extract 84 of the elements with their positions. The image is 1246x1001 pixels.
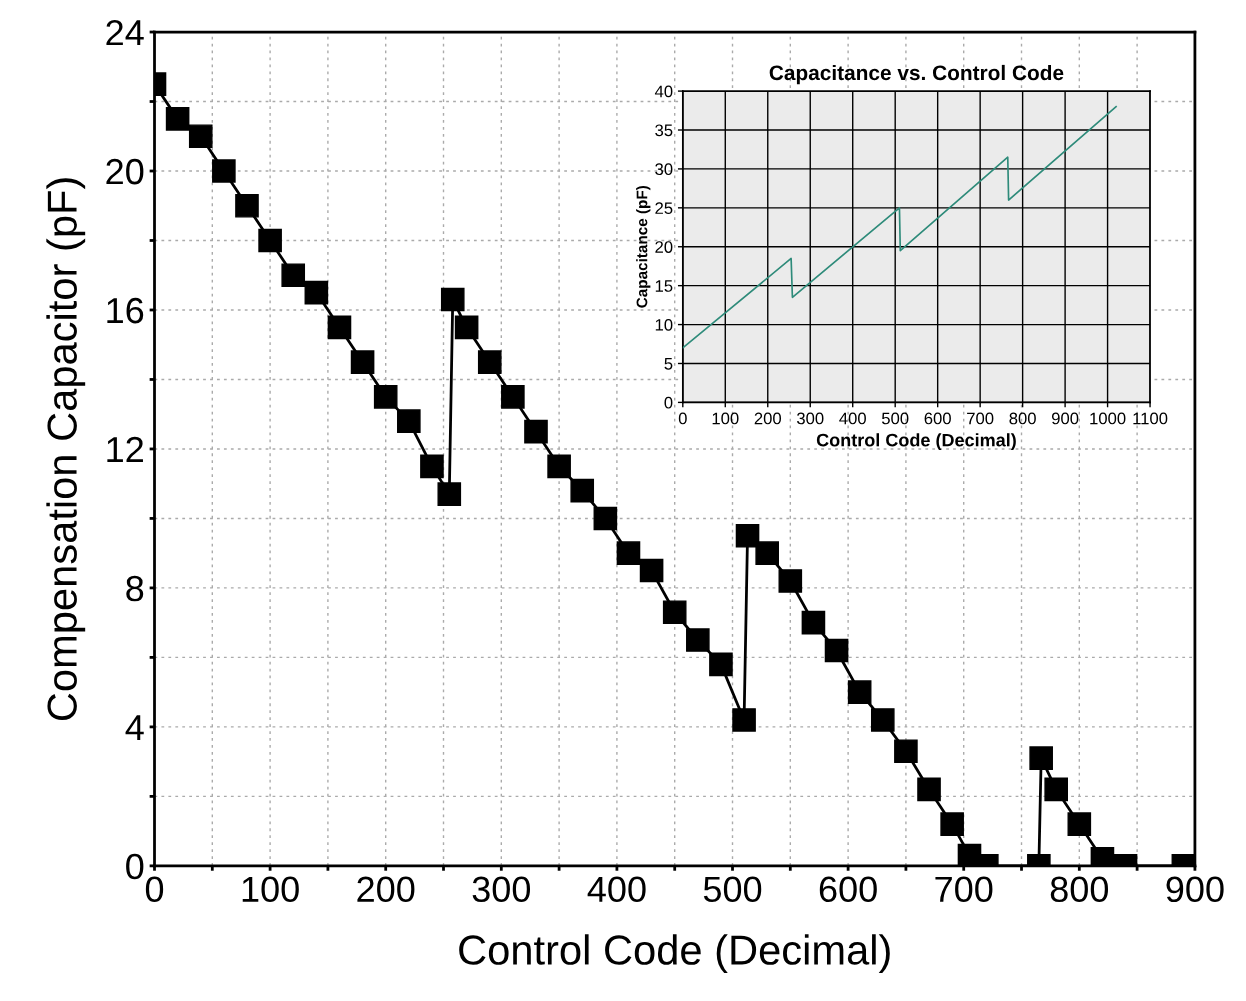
x-tick-label: 0	[678, 412, 687, 425]
y-axis-title: Compensation Capacitor (pF)	[46, 178, 86, 721]
chart-title: Capacitance vs. Control Code	[769, 64, 1064, 85]
point	[570, 478, 595, 503]
x-tick-label: 900	[1051, 412, 1079, 425]
point	[373, 385, 398, 409]
point	[477, 350, 502, 374]
point	[420, 454, 444, 479]
point	[1044, 777, 1068, 802]
point	[454, 315, 479, 340]
point	[1067, 812, 1092, 836]
y-tick-label: 10	[655, 318, 673, 331]
y-tick-label: 25	[655, 202, 673, 215]
point	[212, 159, 236, 183]
point	[281, 263, 306, 288]
point	[165, 107, 190, 131]
point	[735, 523, 760, 548]
x-tick-label: 800	[1050, 876, 1109, 903]
line-series	[682, 105, 1117, 349]
point	[755, 541, 779, 565]
point	[397, 409, 421, 433]
point	[662, 600, 687, 625]
x-tick-label: 500	[703, 876, 762, 903]
x-tick-label: 500	[881, 412, 909, 425]
x-tick-label: 0	[145, 876, 164, 903]
x-tick-label: 800	[1009, 412, 1036, 425]
y-tick-label: 24	[106, 19, 144, 46]
y-tick-label: 15	[655, 280, 673, 292]
y-tick-label: 30	[655, 163, 673, 176]
point	[1029, 746, 1053, 770]
y-tick-label: 12	[107, 436, 143, 463]
x-tick-label: 100	[712, 412, 739, 425]
y-tick-label: 8	[126, 575, 144, 602]
y-tick-label: 0	[126, 853, 144, 880]
point	[824, 638, 849, 663]
point	[709, 652, 733, 677]
point	[524, 419, 548, 444]
point	[940, 812, 964, 836]
point	[350, 350, 375, 374]
point	[870, 708, 895, 732]
point	[547, 454, 571, 479]
x-tick-label: 100	[242, 876, 299, 903]
point	[327, 315, 352, 340]
point	[894, 739, 918, 764]
x-tick-label: 300	[796, 412, 824, 425]
y-tick-label: 16	[107, 297, 144, 324]
y-tick-label: 20	[655, 241, 673, 253]
x-tick-label: 400	[839, 412, 866, 425]
y-axis-title: Capacitance (pF)	[636, 185, 651, 308]
x-tick-label: 900	[1166, 876, 1224, 903]
point	[801, 610, 826, 635]
point	[437, 482, 462, 506]
x-tick-label: 1000	[1090, 412, 1126, 425]
y-tick-label: 4	[125, 715, 144, 740]
point	[732, 708, 756, 732]
point	[304, 280, 329, 305]
x-tick-label: 700	[967, 412, 994, 425]
y-tick-label: 35	[655, 124, 673, 137]
y-tick-label: 40	[654, 85, 673, 98]
point	[686, 628, 710, 652]
x-tick-label: 200	[357, 876, 415, 903]
point	[847, 680, 872, 704]
point	[501, 385, 525, 409]
point	[188, 124, 213, 149]
x-axis-title: Control Code (Decimal)	[816, 433, 1016, 451]
point	[778, 569, 803, 593]
x-tick-label: 400	[587, 876, 646, 903]
y-tick-label: 0	[664, 396, 673, 409]
x-tick-label: 600	[819, 876, 877, 903]
x-tick-label: 200	[754, 412, 782, 425]
x-axis-title: Control Code (Decimal)	[459, 934, 890, 974]
point	[639, 558, 664, 583]
x-tick-label: 700	[935, 876, 993, 903]
y-tick-label: 20	[106, 158, 144, 185]
point	[917, 777, 941, 802]
point	[235, 193, 259, 218]
point	[440, 287, 465, 312]
point	[616, 541, 641, 565]
x-tick-label: 600	[924, 412, 951, 425]
point	[258, 228, 282, 253]
x-tick-label: 300	[472, 876, 531, 903]
point	[593, 506, 618, 531]
y-tick-label: 5	[664, 358, 673, 370]
x-tick-label: 1100	[1133, 412, 1168, 425]
